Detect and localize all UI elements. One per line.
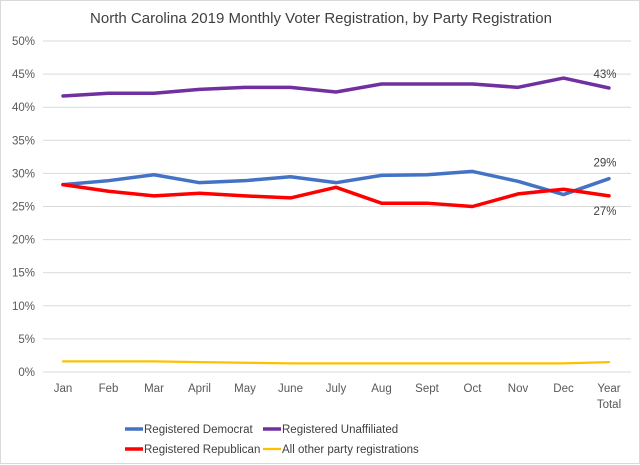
y-tick-label: 25%	[12, 202, 35, 214]
x-axis-ticks: Jan Feb Mar April May June July Aug Sept Oct Nov De…	[54, 383, 621, 411]
x-tick-label: July	[326, 383, 347, 395]
legend-item: Registered Democrat	[125, 424, 253, 436]
chart-title: North Carolina 2019 Monthly Voter Regist…	[90, 10, 552, 27]
legend-item: Registered Unaffiliated	[263, 424, 398, 436]
legend-label: All other party registrations	[282, 444, 419, 456]
y-tick-label: 35%	[12, 135, 35, 147]
data-label: 27%	[593, 206, 616, 218]
data-labels: 29% 43% 27%	[593, 69, 616, 218]
legend: Registered Democrat Registered Unaffiliat…	[125, 424, 419, 456]
series-line-registered-republican	[61, 182, 611, 209]
series-lines	[61, 76, 611, 365]
x-tick-label: May	[234, 383, 256, 395]
series-line-registered-democrat	[61, 169, 611, 197]
x-tick-label: Aug	[371, 383, 391, 395]
y-axis-ticks: 0% 5% 10% 15% 20% 25% 30% 35% 40% 45% 50%	[12, 36, 35, 379]
legend-label: Registered Unaffiliated	[282, 424, 398, 436]
y-tick-label: 5%	[18, 334, 35, 346]
x-tick-label: Dec	[553, 383, 574, 395]
x-tick-label: Nov	[508, 383, 529, 395]
y-tick-label: 0%	[18, 367, 35, 379]
x-tick-label: Mar	[144, 383, 164, 395]
legend-label: Registered Republican	[144, 444, 260, 456]
data-label: 43%	[593, 69, 616, 81]
x-tick-label: Year Total	[597, 383, 621, 411]
y-tick-label: 50%	[12, 36, 35, 48]
x-tick-label-line: Year	[597, 383, 620, 395]
legend-label: Registered Democrat	[144, 424, 253, 436]
y-tick-label: 10%	[12, 301, 35, 313]
y-tick-label: 15%	[12, 268, 35, 280]
x-tick-label: Oct	[464, 383, 483, 395]
series-line-all-other-party-registrations	[61, 360, 611, 365]
legend-item: All other party registrations	[263, 444, 419, 456]
series-line-registered-unaffiliated	[61, 76, 611, 98]
x-tick-label: Sept	[415, 383, 439, 395]
legend-item: Registered Republican	[125, 444, 260, 456]
y-tick-label: 30%	[12, 168, 35, 180]
y-tick-label: 20%	[12, 235, 35, 247]
gridlines	[43, 40, 631, 373]
y-tick-label: 45%	[12, 69, 35, 81]
x-tick-label: April	[188, 383, 211, 395]
x-tick-label: Feb	[99, 383, 119, 395]
x-tick-label-line: Total	[597, 399, 621, 411]
x-tick-label: June	[278, 383, 303, 395]
y-tick-label: 40%	[12, 102, 35, 114]
x-tick-label: Jan	[54, 383, 73, 395]
data-label: 29%	[593, 158, 616, 170]
